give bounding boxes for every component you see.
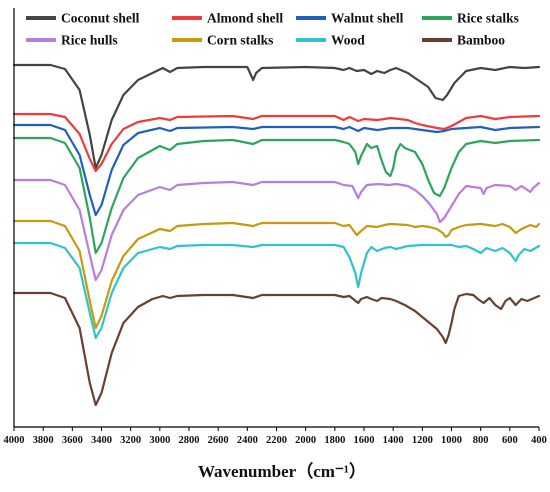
legend: Coconut shell Almond shell Walnut shell Ric… [26,11,519,48]
x-tick-label: 2200 [266,435,287,446]
x-tick-label: 800 [473,435,489,446]
legend-label: Almond shell [207,11,283,26]
series-lines [12,63,541,407]
axes [13,8,539,428]
x-tick-label: 2000 [295,435,316,446]
legend-label: Walnut shell [331,11,404,26]
legend-label: Rice stalks [457,11,519,26]
x-tick-label: 1000 [441,435,462,446]
x-tick-label: 1800 [324,435,345,446]
legend-label: Rice hulls [61,33,118,48]
x-tick-label: 3000 [149,435,170,446]
series-line-rice-hulls [12,178,541,282]
x-axis-title: Wavenumber（cm⁻¹） [198,461,366,481]
x-ticks: 4000 3800 3600 3400 3200 3000 2800 2600 2400 2200… [4,427,547,446]
x-tick-label: 600 [502,435,518,446]
x-tick-label: 3800 [33,435,54,446]
series-line-walnut-shell [12,123,541,217]
series-line-wood [12,241,541,340]
series-line-almond-shell [12,112,541,173]
series-line-bamboo [12,291,541,407]
x-tick-label: 1600 [354,435,375,446]
x-tick-label: 3200 [120,435,141,446]
legend-label: Corn stalks [207,33,273,48]
x-tick-label: 2600 [208,435,229,446]
series-line-coconut-shell [12,63,541,170]
series-line-rice-stalks [12,136,541,255]
legend-label: Coconut shell [61,11,140,26]
x-tick-label: 400 [531,435,547,446]
x-tick-label: 2400 [237,435,258,446]
x-tick-label: 3400 [91,435,112,446]
x-tick-label: 2800 [179,435,200,446]
x-tick-label: 1400 [383,435,404,446]
legend-label: Wood [331,33,365,48]
x-tick-label: 1200 [412,435,433,446]
x-tick-label: 4000 [4,435,25,446]
legend-label: Bamboo [457,33,505,48]
x-tick-label: 3600 [62,435,83,446]
series-line-corn-stalks [12,219,541,330]
